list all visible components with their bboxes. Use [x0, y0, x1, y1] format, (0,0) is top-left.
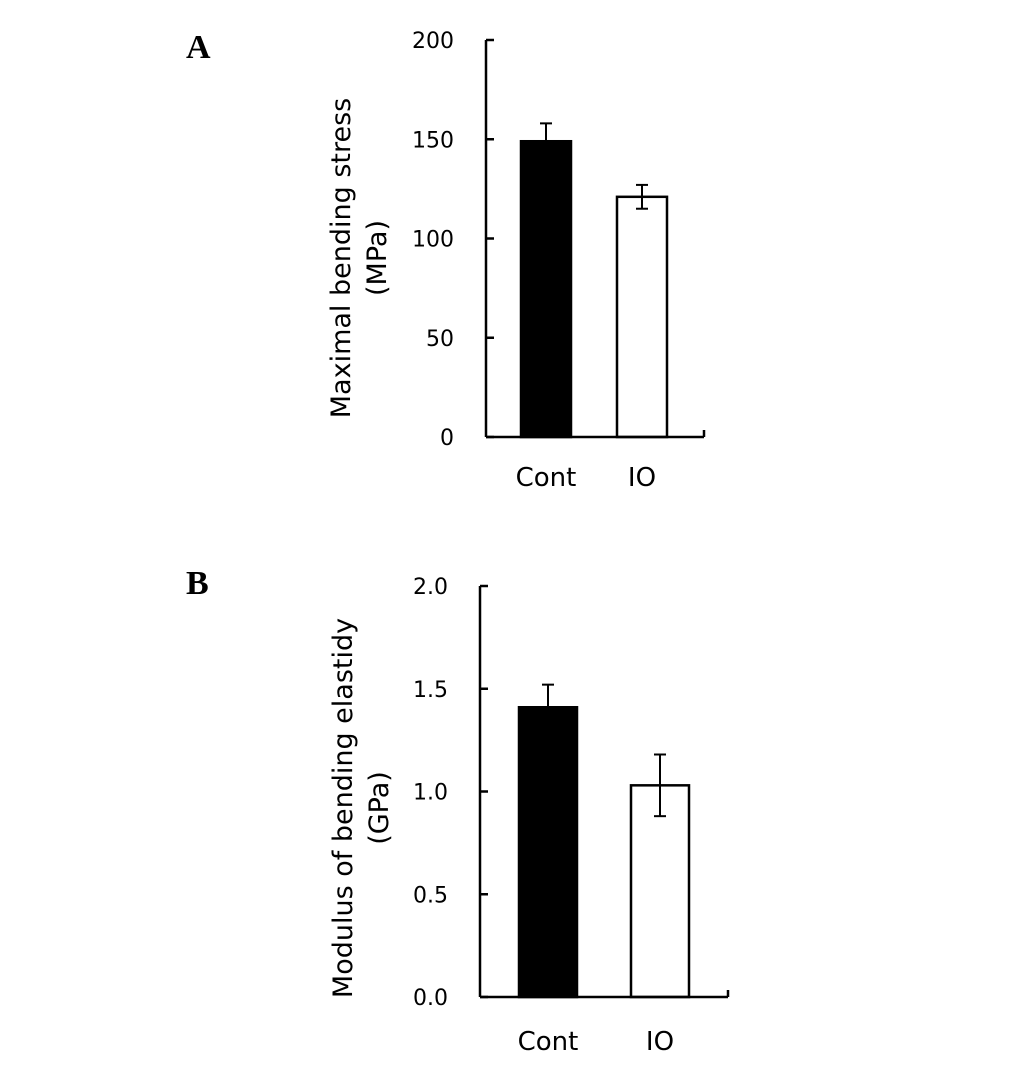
category-label: IO	[628, 463, 656, 493]
panel-a-chart: A Maximal bending stress (MPa) 0 50 100 150…	[186, 29, 706, 493]
plot-area: 0 50 100 150 200 Cont IO	[412, 29, 706, 493]
category-label: Cont	[516, 463, 577, 493]
y-axis-title-line-1: Maximal bending stress	[326, 98, 357, 419]
y-tick-label: 50	[426, 327, 454, 352]
panel-label-b: B	[186, 565, 209, 602]
category-label: IO	[646, 1027, 674, 1057]
panel-b-chart: B Modulus of bending elastidy (GPa) 0.00…	[186, 565, 730, 1057]
y-axis-title-line-2: (MPa)	[362, 220, 393, 296]
y-tick-label: 2.0	[413, 575, 448, 600]
bar-cont	[519, 139, 573, 439]
y-tick-label: 0.0	[413, 986, 448, 1011]
y-tick-label: 0.5	[413, 883, 448, 908]
category-label: Cont	[518, 1027, 579, 1057]
y-tick-label: 100	[412, 228, 454, 253]
panel-label-a: A	[186, 29, 211, 66]
plot-area: 0.0 0.5 1.0 1.5 2.0 Cont IO	[413, 575, 730, 1057]
y-tick-label: 200	[412, 29, 454, 54]
bar-io	[629, 784, 691, 999]
y-tick-label: 0	[440, 426, 454, 451]
bar-io	[615, 195, 669, 439]
y-tick-label: 1.5	[413, 678, 448, 703]
y-tick-label: 150	[412, 128, 454, 153]
y-tick-label: 1.0	[413, 781, 448, 806]
y-axis-title-line-1: Modulus of bending elastidy	[328, 618, 359, 998]
y-axis-title-line-2: (GPa)	[364, 771, 395, 845]
bar-cont	[517, 705, 579, 999]
